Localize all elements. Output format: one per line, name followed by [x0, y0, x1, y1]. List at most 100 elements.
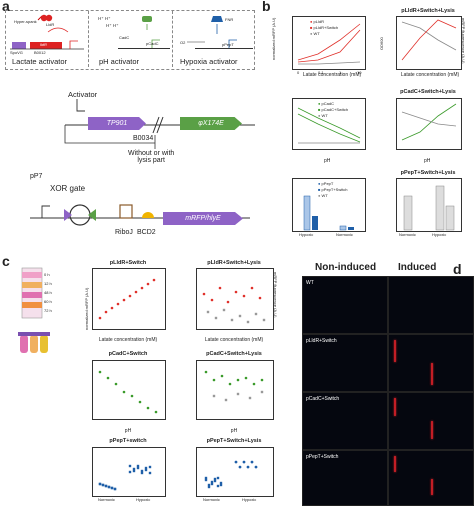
scatter-point	[210, 482, 214, 486]
scatter-point	[248, 396, 252, 400]
scatter-point	[246, 320, 250, 324]
bcd2-icon	[142, 212, 154, 218]
activator-text: Activator	[68, 90, 98, 99]
scatter-point	[122, 298, 126, 302]
fluorescent-cell	[394, 342, 396, 344]
c-plot-4	[196, 360, 274, 420]
c-plot-1-xlabel: Latate concentration (mM)	[98, 337, 158, 343]
b-plot-2	[396, 16, 462, 70]
fluorescent-cell	[431, 427, 433, 429]
c-plot-5-title: pPepT+switch	[109, 438, 147, 444]
c-plot-2-xlabel: Latate concentration (mM)	[204, 337, 264, 343]
c-tick: Normoxic	[203, 497, 220, 502]
scatter-point	[219, 483, 223, 487]
scatter-point	[132, 469, 136, 473]
d-row-label: pPepT+Switch	[306, 454, 339, 460]
b0012-label: B0012	[34, 50, 46, 55]
fluorescent-cell	[394, 360, 396, 362]
scatter-point	[238, 314, 242, 318]
fluorescent-cell	[394, 462, 396, 464]
time-label: 72 h	[44, 308, 52, 313]
phix174e-gene: φX174E	[180, 117, 242, 130]
scatter-point	[140, 469, 144, 473]
scatter-point	[204, 370, 208, 374]
scatter-point	[146, 406, 150, 410]
scatter-point	[140, 286, 144, 290]
scatter-point	[152, 278, 156, 282]
scatter-point	[138, 400, 142, 404]
riboj-icon	[119, 204, 133, 219]
fluorescent-cell	[431, 483, 433, 485]
scatter-point	[220, 374, 224, 378]
b-tick: 0.1	[318, 70, 324, 75]
c-plot-6-title: pPepT+Switch+Lysis	[206, 438, 262, 444]
fluorescent-cell	[431, 373, 433, 375]
c-plot-4-title: pCadC+Switch+Lysis	[206, 351, 262, 357]
fluorescent-cell	[431, 487, 433, 489]
b-tick: 0	[297, 70, 300, 75]
scatter-point	[98, 370, 102, 374]
b-plot-4-xlabel: pH	[424, 158, 431, 164]
scatter-point	[136, 464, 140, 468]
scatter-point	[246, 465, 250, 469]
b-legend-3: ● pCadC ■ pCadC+Switch ● WT	[318, 101, 349, 118]
d-row-label: pCadC+Switch	[306, 396, 340, 402]
fluorescent-cell	[431, 379, 433, 381]
fluorescent-cell	[431, 363, 433, 365]
fluorescent-cell	[394, 464, 396, 466]
legend-item: pCadC	[321, 101, 334, 106]
fluorescent-cell	[394, 412, 396, 414]
fluorescent-cell	[394, 460, 396, 462]
fluorescent-cell	[394, 358, 396, 360]
scatter-point	[107, 485, 111, 489]
scatter-point	[116, 302, 120, 306]
d-row-label: pLldR+Switch	[306, 338, 337, 344]
scatter-point	[213, 477, 217, 481]
fluorescent-cell	[431, 437, 433, 439]
scatter-point	[98, 482, 102, 486]
d-col-header-induced: Induced	[398, 262, 437, 273]
scatter-point	[206, 310, 210, 314]
tp901-gene: TP901	[88, 117, 146, 130]
scatter-point	[242, 460, 246, 464]
scatter-point	[106, 376, 110, 380]
scatter-point	[214, 316, 218, 320]
c-tick: Normoxic	[98, 497, 115, 502]
scatter-point	[101, 483, 105, 487]
b-plot-1-xlabel: Latate concentration (mM)	[302, 72, 362, 78]
lldr-label: LldR	[46, 22, 55, 27]
c-plot-1-title: pLldR+Switch	[109, 260, 147, 266]
scatter-point	[148, 471, 152, 475]
pcadc-label: pCadC	[146, 41, 159, 46]
scatter-point	[234, 460, 238, 464]
fluorescent-cell	[394, 344, 396, 346]
scatter-point	[216, 476, 220, 480]
fluorescent-cell	[431, 433, 433, 435]
fluorescent-cell	[431, 365, 433, 367]
c-tick: Hypoxic	[136, 497, 151, 502]
scatter-point	[210, 298, 214, 302]
svg-text:H⁺ H⁺: H⁺ H⁺	[98, 16, 111, 21]
scatter-point	[144, 466, 148, 470]
fluorescent-cell	[394, 458, 396, 460]
fluorescent-cell	[394, 402, 396, 404]
c-plot-2	[196, 268, 274, 330]
fluorescent-cell	[394, 470, 396, 472]
scatter-point	[130, 394, 134, 398]
legend-item: pPepT+Switch	[321, 187, 348, 192]
pp7-label: pP7	[30, 173, 43, 180]
riboj-label: RiboJ	[115, 229, 133, 236]
fluorescent-cell	[431, 381, 433, 383]
scatter-point	[242, 294, 246, 298]
fluorescent-cell	[394, 348, 396, 350]
scatter-point	[210, 480, 214, 484]
fluorescent-cell	[431, 367, 433, 369]
fluorescent-cell	[394, 410, 396, 412]
b-tick: Hypoxic	[299, 232, 314, 237]
micrograph-lldr-noninduced	[302, 334, 388, 392]
b-legend-1: ● pLldR ■ pLldR+Switch ● WT	[310, 19, 339, 36]
c-tube-schematic	[18, 267, 50, 353]
c-plot-4-xlabel: pH	[230, 428, 238, 434]
legend-item: WT	[321, 193, 328, 198]
c-plot-3	[92, 360, 166, 420]
